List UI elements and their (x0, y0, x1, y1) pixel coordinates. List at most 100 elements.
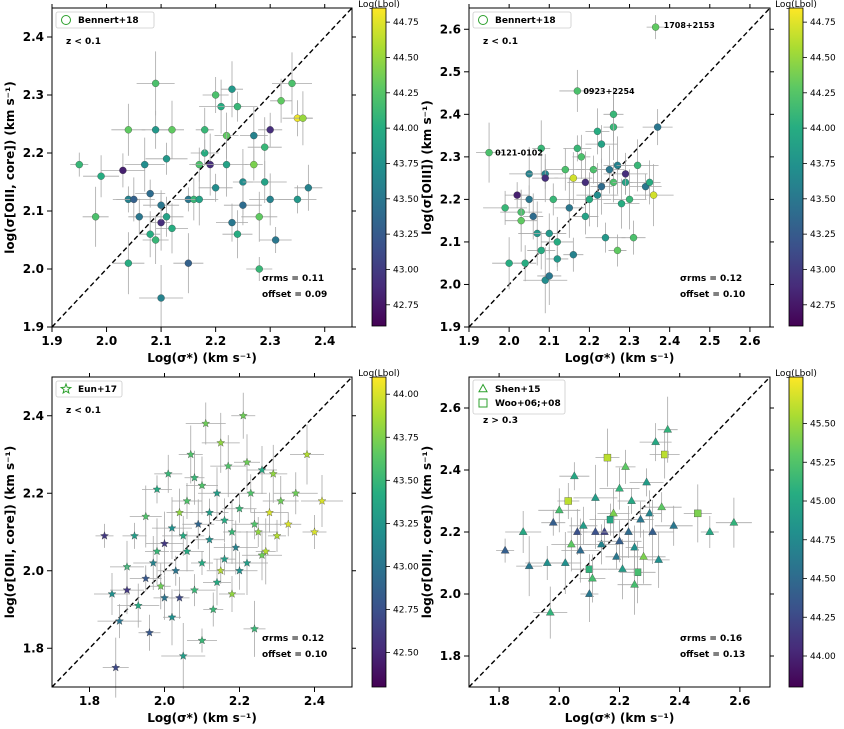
data-points (496, 396, 752, 639)
data-point (216, 438, 226, 447)
data-point (141, 160, 149, 169)
y-tick-label: 2.2 (440, 192, 461, 206)
data-point (168, 126, 176, 134)
data-point (541, 174, 549, 182)
data-point (606, 515, 615, 524)
data-point (255, 265, 263, 273)
data-point (567, 539, 576, 548)
data-point (205, 507, 214, 517)
colorbar-tick-label: 44.75 (393, 18, 419, 28)
sample-label: z > 0.3 (483, 416, 518, 426)
y-tick-label: 1.9 (23, 320, 44, 334)
data-point (250, 519, 259, 528)
data-point (148, 558, 158, 567)
data-point (91, 213, 100, 221)
colorbar-tick-label: 43.50 (393, 476, 419, 486)
x-tick-label: 2.4 (314, 334, 335, 348)
data-point (222, 160, 231, 169)
y-tick-label: 2.2 (440, 525, 461, 539)
data-point (250, 624, 259, 633)
data-point (518, 527, 528, 535)
y-tick-label: 2.0 (23, 262, 44, 276)
legend-label: Eun+17 (78, 385, 117, 395)
data-point (272, 531, 282, 540)
y-axis-label: log(σ[OIII, core]) (km s⁻¹) (420, 446, 434, 619)
colorbar-tick-label: 43.00 (393, 265, 419, 275)
colorbar-tick-label: 43.25 (393, 230, 419, 240)
data-point (124, 126, 133, 134)
colorbar-tick-label: 45.25 (810, 458, 836, 468)
data-point (630, 542, 639, 551)
panel-1: 1.9 2.0 2.1 2.2 2.3 2.4 1.9 2.0 2.1 2.2 2.3 2.4 Log(… (3, 0, 419, 365)
data-point (629, 234, 638, 242)
colorbar-tick-label: 44.00 (810, 124, 836, 134)
colorbar-tick-label: 43.50 (810, 195, 836, 205)
legend: Eun+17 (55, 380, 123, 398)
data-point (151, 126, 160, 134)
data-point (653, 123, 662, 131)
data-point (182, 496, 192, 505)
data-point (663, 424, 672, 433)
y-tick-label: 1.8 (440, 649, 461, 663)
data-point (624, 527, 633, 535)
point-label: 1708+2153 (664, 21, 715, 30)
colorbar-tick-label: 43.00 (810, 265, 836, 275)
data-point (197, 635, 207, 645)
data-point (268, 469, 278, 478)
y-tick-label: 2.6 (440, 401, 461, 415)
data-point (561, 165, 569, 174)
point-label: 0923+2254 (583, 87, 635, 96)
data-point (545, 607, 555, 616)
x-tick-label: 1.8 (488, 694, 509, 708)
legend-box (472, 379, 566, 415)
x-tick-label: 2.2 (609, 694, 630, 708)
legend-marker-triangle (478, 383, 488, 393)
data-point (152, 546, 162, 556)
data-point (157, 201, 165, 209)
data-point (167, 523, 177, 532)
colorbar-tick-label: 45.00 (810, 497, 836, 507)
data-point (162, 155, 171, 163)
axes-frame (468, 7, 771, 328)
colorbar-tick-label: 44.25 (810, 89, 836, 99)
data-point (618, 564, 627, 573)
colorbar-gradient (788, 7, 804, 327)
data-point (521, 259, 529, 267)
data-point (569, 174, 577, 182)
data-point (591, 493, 600, 501)
data-point (293, 195, 302, 204)
y-tick-label: 2.0 (23, 564, 44, 578)
data-point (661, 450, 669, 459)
data-point (130, 531, 139, 540)
data-point (227, 527, 237, 536)
data-point (231, 542, 241, 552)
x-tick-label: 2.0 (499, 334, 520, 348)
data-point (261, 143, 269, 151)
data-point (621, 462, 630, 470)
axes-frame (51, 376, 353, 688)
data-point (302, 449, 312, 459)
colorbar-gradient (371, 7, 387, 327)
data-point (573, 144, 582, 153)
x-tick-label: 2.4 (659, 334, 680, 348)
legend-box (55, 11, 155, 29)
data-point (175, 593, 184, 602)
data-point (525, 195, 533, 204)
legend-box (472, 11, 572, 29)
colorbar-tick-label: 44.25 (810, 613, 836, 623)
colorbar-tick-label: 44.50 (810, 575, 836, 585)
data-point (242, 558, 252, 567)
colorbar: Log(Lbol) 42.50 42.75 43.00 43.25 43.50 43.75 4… (358, 369, 419, 688)
data-point (178, 531, 188, 540)
sigma-rms-label: σrms = 0.11 (262, 274, 324, 284)
colorbar-tick-label: 44.50 (810, 53, 836, 63)
data-point (577, 153, 586, 161)
data-point (310, 527, 319, 536)
data-point (182, 546, 192, 556)
data-point (186, 449, 196, 459)
data-point (542, 558, 552, 566)
data-point (585, 195, 594, 204)
data-point (585, 589, 594, 597)
legend: Shen+15 Woo+06;+08 (472, 379, 566, 415)
colorbar-tick-label: 44.75 (810, 536, 836, 546)
